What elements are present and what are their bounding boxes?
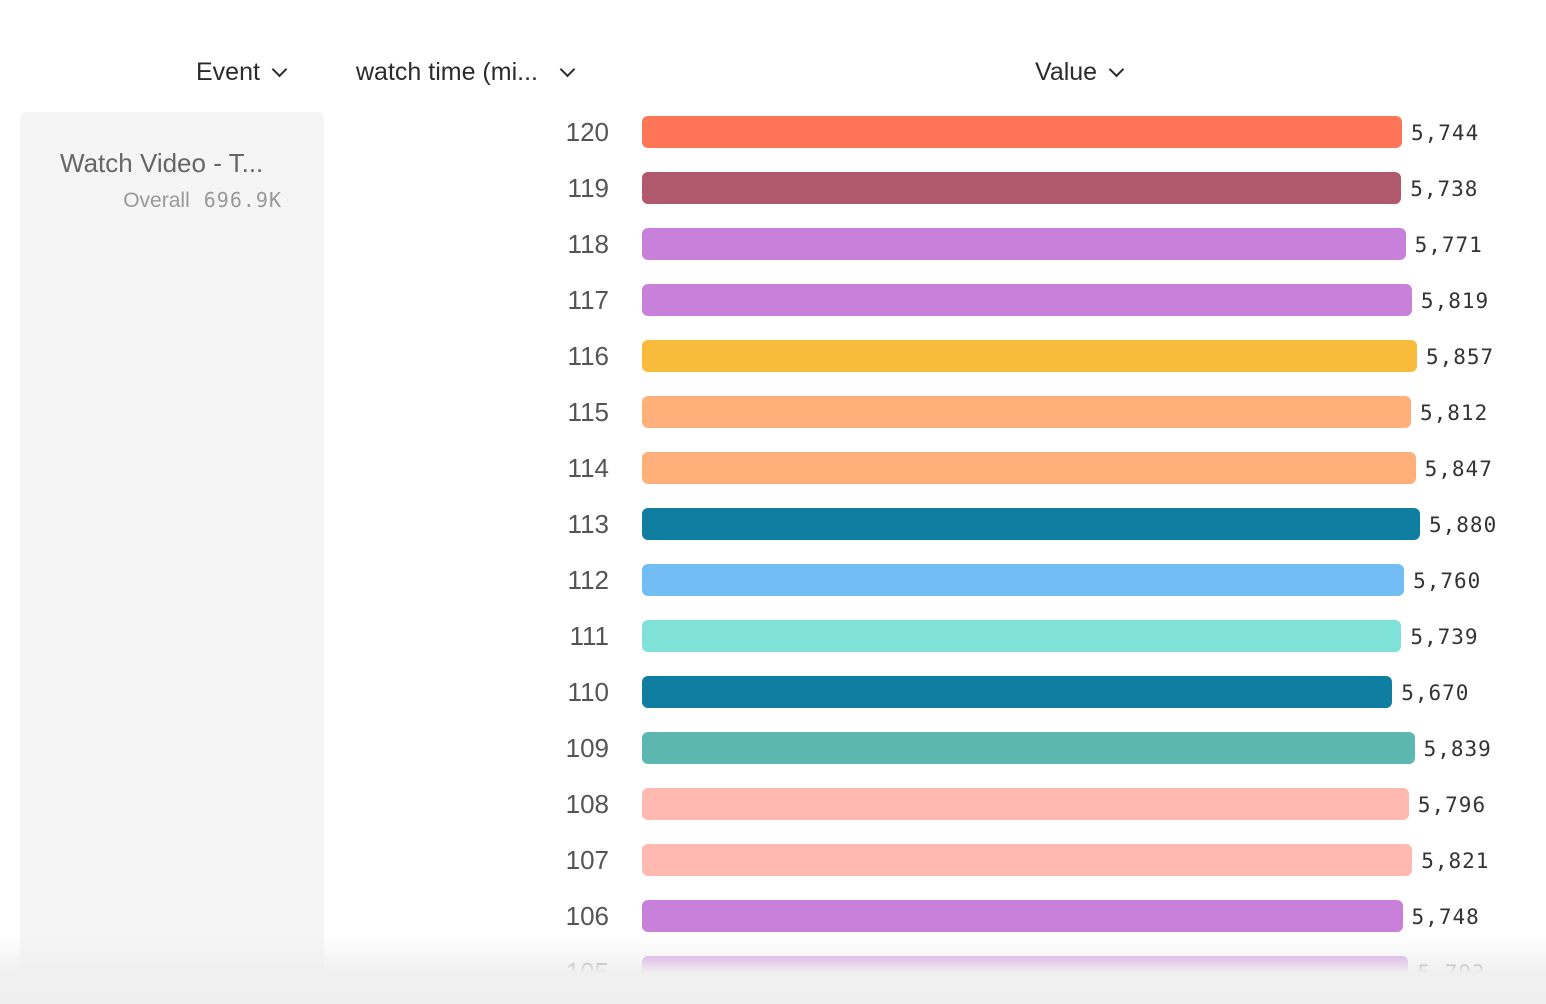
value-label: 5,744 [1411,121,1480,145]
bar[interactable] [642,844,1413,876]
bar[interactable] [642,676,1393,708]
category-label: 111 [569,621,609,651]
value-header-label: Value [1035,58,1098,86]
bar[interactable] [642,732,1415,764]
category-label: 118 [567,229,609,259]
category-label: 114 [567,453,609,483]
bar[interactable] [642,340,1417,372]
bar-row[interactable]: 111 5,739 [0,620,1546,660]
value-label: 5,771 [1414,233,1483,257]
value-label: 5,847 [1424,457,1493,481]
event-name: Watch Video - T... [60,148,264,178]
category-label: 120 [565,117,609,147]
value-label: 5,796 [1417,793,1487,817]
category-label: 116 [567,341,609,371]
bar[interactable] [642,620,1402,652]
bar[interactable] [642,116,1402,148]
category-label: 106 [565,901,609,931]
event-overall: Overall 696.9K [123,188,282,213]
bar-row[interactable]: 119 5,738 [0,172,1546,212]
event-column-header[interactable]: Event [196,58,288,87]
event-panel[interactable]: Watch Video - T... Overall 696.9K [20,112,324,972]
bar[interactable] [642,788,1409,820]
value-label: 5,748 [1411,905,1480,929]
bar[interactable] [642,396,1411,428]
bar-row[interactable]: 115 5,812 [0,396,1546,436]
bar[interactable] [642,228,1406,260]
bar[interactable] [642,452,1416,484]
bar-row[interactable]: 114 5,847 [0,452,1546,492]
category-label: 107 [565,845,609,875]
category-label: 117 [567,285,609,315]
breakdown-column-header[interactable]: watch time (mi... [356,58,576,87]
value-label: 5,857 [1425,345,1495,369]
value-label: 5,821 [1421,849,1490,873]
value-label: 5,812 [1420,401,1489,425]
bar-row[interactable]: 117 5,819 [0,284,1546,324]
bar[interactable] [642,900,1403,932]
value-label: 5,738 [1410,177,1479,201]
event-header-label: Event [196,58,260,86]
bar[interactable] [642,508,1420,540]
breakdown-header-label: watch time (mi... [356,58,538,86]
value-column-header[interactable]: Value [1035,58,1125,87]
category-label: 113 [567,509,609,539]
bar-row[interactable]: 107 5,821 [0,844,1546,884]
bar-row[interactable]: 110 5,670 [0,676,1546,716]
overall-label: Overall [123,189,190,212]
category-label: 112 [567,565,609,595]
bar[interactable] [642,284,1412,316]
scroll-fade [0,935,1546,1004]
bar-chart: Watch Video - T... Overall 696.9K 120 5,74… [0,112,1546,972]
value-label: 5,760 [1413,569,1482,593]
category-label: 110 [567,677,609,707]
bar-row[interactable]: 112 5,760 [0,564,1546,604]
bar[interactable] [642,172,1402,204]
value-label: 5,739 [1410,625,1479,649]
value-label: 5,670 [1401,681,1470,705]
category-label: 108 [565,789,609,819]
bar[interactable] [642,564,1405,596]
bar-row[interactable]: 116 5,857 [0,340,1546,380]
overall-value: 696.9K [203,188,282,212]
category-label: 109 [565,733,609,763]
category-label: 119 [567,173,609,203]
value-label: 5,819 [1420,289,1490,313]
bar-row[interactable]: 106 5,748 [0,900,1546,940]
bar-row[interactable]: 118 5,771 [0,228,1546,268]
value-label: 5,880 [1429,513,1498,537]
bar-row[interactable]: 113 5,880 [0,508,1546,548]
bar-row[interactable]: 108 5,796 [0,788,1546,828]
category-label: 115 [567,397,609,427]
value-label: 5,839 [1423,737,1492,761]
bar-row[interactable]: 120 5,744 [0,116,1546,156]
bar-row[interactable]: 109 5,839 [0,732,1546,772]
